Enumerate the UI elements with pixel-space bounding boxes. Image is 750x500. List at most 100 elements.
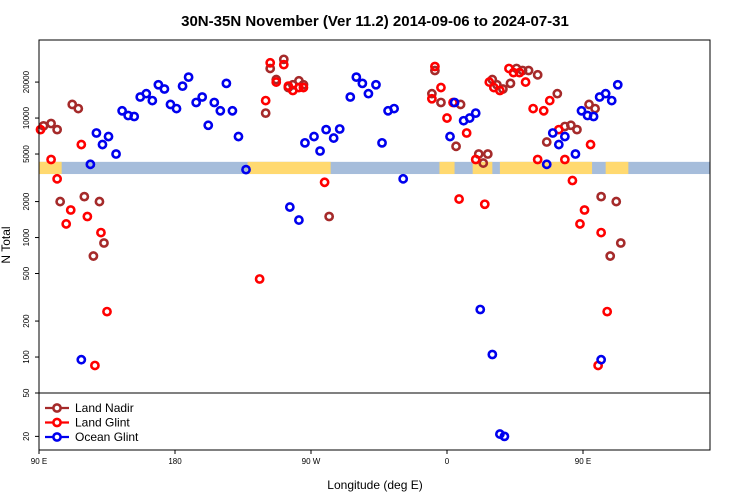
data-point <box>470 154 481 165</box>
data-point <box>520 77 531 87</box>
data-point <box>46 154 56 165</box>
data-point <box>111 149 121 159</box>
data-point <box>523 65 534 76</box>
data-point <box>183 72 194 83</box>
data-point <box>357 78 368 89</box>
data-point <box>284 202 295 212</box>
data-point <box>278 54 289 65</box>
data-point <box>102 306 112 317</box>
data-point <box>576 105 587 116</box>
x-tick-label: 0 <box>445 457 450 466</box>
data-point <box>436 97 446 108</box>
x-tick-label: 90 E <box>31 457 47 466</box>
data-point <box>451 141 461 152</box>
y-axis-label: N Total <box>0 226 13 263</box>
data-point <box>541 137 552 147</box>
data-point <box>328 133 339 143</box>
x-tick-label: 90 E <box>575 457 591 466</box>
land-strip <box>439 161 455 175</box>
data-point <box>309 131 319 142</box>
legend-label: Land Nadir <box>75 401 134 415</box>
data-point <box>479 199 490 210</box>
data-point <box>389 103 400 114</box>
data-point <box>436 82 446 93</box>
data-point <box>52 124 63 135</box>
data-point <box>96 227 106 238</box>
data-point <box>538 105 549 116</box>
data-point <box>482 149 493 159</box>
data-point <box>572 124 582 135</box>
data-point <box>454 194 464 204</box>
y-tick-label: 100 <box>22 350 31 364</box>
data-point <box>553 139 564 150</box>
data-point <box>505 78 516 89</box>
data-point <box>197 92 208 102</box>
data-point <box>430 61 440 72</box>
data-point <box>73 103 84 114</box>
data-point <box>82 211 93 222</box>
data-point <box>494 429 505 439</box>
data-point <box>294 82 304 93</box>
data-point <box>559 154 570 165</box>
data-point <box>363 88 374 99</box>
data-point <box>97 139 108 150</box>
data-point <box>79 191 90 202</box>
data-point <box>141 88 152 99</box>
data-point <box>300 137 310 148</box>
land-strip <box>39 161 62 175</box>
y-tick-label: 5000 <box>22 145 31 163</box>
data-point <box>88 251 99 261</box>
x-tick-label: 180 <box>168 457 182 466</box>
data-point <box>547 128 558 138</box>
data-point <box>52 173 63 184</box>
data-point <box>99 238 109 248</box>
data-point <box>129 111 140 122</box>
data-point <box>260 95 271 106</box>
axes: 90 E 180 90 W 0 90 E 50 100 200 500 1000 2000 5000 1… <box>22 70 591 466</box>
y-tick-label: 500 <box>22 266 31 280</box>
data-point <box>514 67 525 78</box>
data-point <box>426 88 437 99</box>
data-point <box>265 57 276 68</box>
data-point <box>94 196 105 207</box>
legend-marker <box>52 403 62 413</box>
data-point <box>398 173 409 184</box>
data-point <box>371 79 381 90</box>
data-point <box>191 97 202 108</box>
data-point <box>442 113 452 123</box>
data-point <box>596 227 607 238</box>
data-point <box>76 354 87 365</box>
legend-marker <box>52 417 62 428</box>
data-point <box>449 97 460 108</box>
data-point <box>334 124 345 134</box>
data-point <box>445 131 455 142</box>
data-point <box>615 238 626 248</box>
data-point <box>260 108 271 119</box>
y-tick-label: 20000 <box>22 70 31 93</box>
data-point <box>552 88 563 99</box>
data-point <box>487 349 498 360</box>
legend-label: Ocean Glint <box>75 430 139 444</box>
y-tick-label: 50 <box>22 388 31 397</box>
data-point <box>35 124 46 135</box>
data-point <box>590 103 600 114</box>
legend-label: Land Glint <box>75 416 130 430</box>
data-point <box>324 211 335 222</box>
data-point <box>241 164 251 175</box>
data-point <box>209 97 220 108</box>
data-point <box>612 79 623 90</box>
data-point <box>76 139 87 150</box>
data-point <box>541 159 552 170</box>
data-point <box>153 79 164 90</box>
data-point <box>319 177 330 188</box>
y-tick-label: 200 <box>22 314 31 328</box>
data-point <box>103 131 114 142</box>
data-point <box>464 113 475 123</box>
data-points <box>35 54 626 442</box>
data-point <box>298 82 309 93</box>
data-point <box>484 77 495 87</box>
data-point <box>575 219 585 229</box>
data-point <box>600 88 611 99</box>
data-point <box>221 78 232 89</box>
